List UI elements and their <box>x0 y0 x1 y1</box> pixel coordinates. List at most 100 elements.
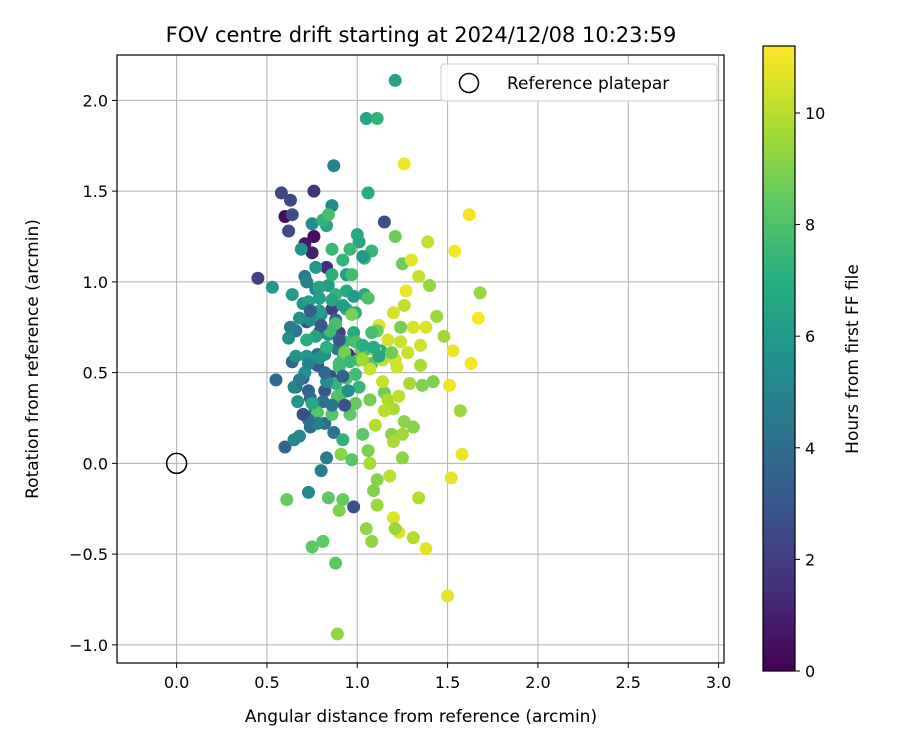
data-point <box>356 427 370 441</box>
y-tick-label: 0.0 <box>83 454 108 473</box>
x-tick-label: 2.0 <box>525 673 550 692</box>
data-point <box>305 217 319 231</box>
data-point <box>343 355 357 369</box>
data-point <box>307 184 321 198</box>
data-point <box>361 291 375 305</box>
data-point <box>455 447 469 461</box>
x-axis-label: Angular distance from reference (arcmin) <box>245 707 597 727</box>
data-point <box>365 326 379 340</box>
data-point <box>356 353 370 367</box>
data-point <box>356 249 370 263</box>
x-tick-label: 1.0 <box>345 673 370 692</box>
data-point <box>251 271 265 285</box>
data-point <box>336 493 350 507</box>
data-point <box>294 242 308 256</box>
data-point <box>441 589 455 603</box>
data-point <box>301 485 315 499</box>
data-point <box>444 471 458 485</box>
data-point <box>347 500 361 514</box>
chart-title: FOV centre drift starting at 2024/12/08 … <box>166 23 677 47</box>
data-point <box>325 268 339 282</box>
data-point <box>359 522 373 536</box>
data-point <box>332 504 346 518</box>
data-point <box>383 469 397 483</box>
y-tick-label: 1.0 <box>83 273 108 292</box>
data-point <box>305 246 319 260</box>
data-point <box>386 435 400 449</box>
data-point <box>370 112 384 126</box>
data-point <box>285 288 299 302</box>
data-point <box>446 344 460 358</box>
data-point <box>397 157 411 171</box>
data-point <box>376 375 390 389</box>
data-point <box>285 208 299 222</box>
data-point <box>300 333 314 347</box>
data-point <box>372 349 386 363</box>
data-point <box>352 235 366 249</box>
data-point <box>471 311 485 325</box>
data-point <box>312 291 326 305</box>
data-point <box>415 378 429 392</box>
data-point <box>370 473 384 487</box>
y-tick-label: 2.0 <box>83 91 108 110</box>
y-tick-label: −1.0 <box>69 636 108 655</box>
data-point <box>412 269 426 283</box>
data-point <box>330 627 344 641</box>
data-point <box>395 427 409 441</box>
colorbar-tick-label: 8 <box>805 216 815 235</box>
data-point <box>359 112 373 126</box>
data-point <box>291 395 305 409</box>
data-point <box>386 511 400 525</box>
data-point <box>305 540 319 554</box>
data-point <box>327 159 341 173</box>
data-point <box>370 498 384 512</box>
colorbar-ticks: 0 2 4 6 8 10 <box>795 104 825 681</box>
data-point <box>269 373 283 387</box>
data-point <box>320 340 334 354</box>
data-point <box>309 260 323 274</box>
data-point <box>314 318 328 332</box>
data-points <box>165 73 487 641</box>
data-point <box>321 491 335 505</box>
data-point <box>336 433 350 447</box>
y-axis-label: Rotation from reference (arcmin) <box>23 219 43 499</box>
data-point <box>325 398 339 412</box>
y-tick-label: −0.5 <box>69 545 108 564</box>
y-tick-label: 0.5 <box>83 364 108 383</box>
data-point <box>278 440 292 454</box>
data-point <box>283 320 297 334</box>
data-point <box>361 186 375 200</box>
data-point <box>312 351 326 365</box>
data-point <box>426 375 440 389</box>
reference-platepar-marker <box>165 452 188 475</box>
data-point <box>345 453 359 467</box>
data-point <box>385 346 399 360</box>
data-point <box>414 338 427 352</box>
data-point <box>332 357 346 371</box>
colorbar: 0 2 4 6 8 10 Hours from first FF file <box>762 45 863 681</box>
data-point <box>307 229 321 243</box>
data-point <box>386 306 400 320</box>
x-tick-label: 2.5 <box>616 673 641 692</box>
legend-box <box>440 63 718 102</box>
data-point <box>448 244 462 258</box>
data-point <box>397 298 411 312</box>
data-point <box>395 451 409 465</box>
data-point <box>292 373 306 387</box>
data-point <box>368 418 382 432</box>
x-tick-label: 1.5 <box>435 673 460 692</box>
data-point <box>388 522 402 536</box>
data-point <box>312 304 326 318</box>
y-axis: −1.0 −0.5 0.0 0.5 1.0 1.5 2.0 <box>69 91 117 655</box>
data-point <box>265 280 279 294</box>
colorbar-tick-label: 2 <box>805 550 815 569</box>
data-point <box>336 253 350 267</box>
x-tick-label: 0.5 <box>254 673 279 692</box>
data-point <box>312 280 326 294</box>
data-point <box>345 268 359 282</box>
data-point <box>356 338 370 352</box>
data-point <box>412 491 426 505</box>
data-point <box>381 333 395 347</box>
data-point <box>348 396 362 410</box>
data-point <box>363 393 377 407</box>
